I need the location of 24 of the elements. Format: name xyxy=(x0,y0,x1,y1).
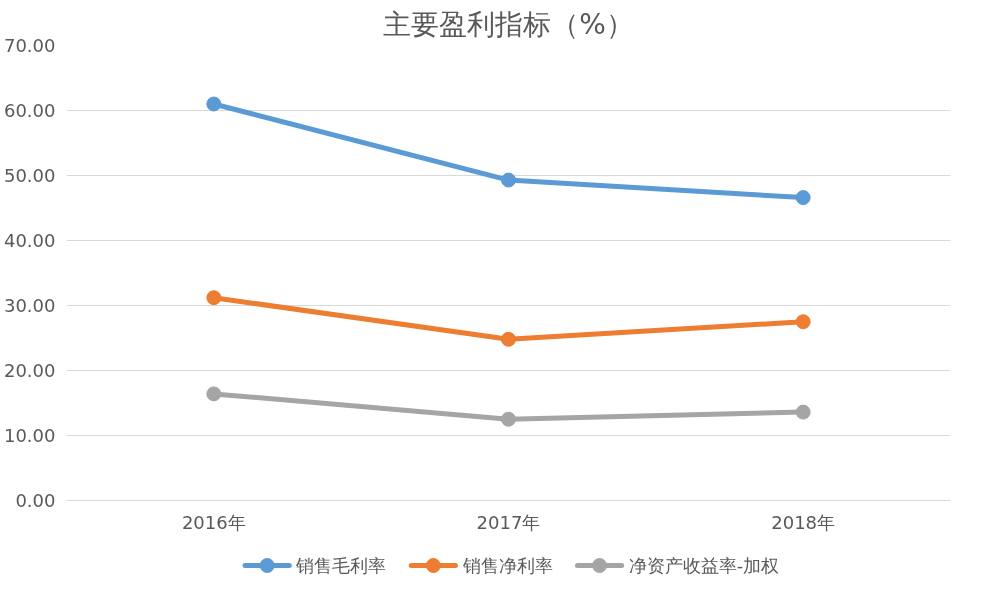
point xyxy=(206,290,222,306)
x-tick-label: 2016年 xyxy=(181,511,246,533)
legend-label: 销售毛利率 xyxy=(295,555,387,576)
point xyxy=(206,96,222,112)
point xyxy=(206,386,222,402)
y-tick-label: 0.00 xyxy=(15,490,56,511)
y-tick-label: 70.00 xyxy=(3,35,56,56)
y-tick-label: 20.00 xyxy=(3,360,56,381)
y-tick-label: 10.00 xyxy=(3,425,56,446)
legend-label: 销售净利率 xyxy=(461,555,553,576)
point xyxy=(501,172,516,188)
x-tick-label: 2018年 xyxy=(771,511,836,533)
chart-title: 主要盈利指标（%） xyxy=(383,7,634,41)
y-tick-label: 60.00 xyxy=(3,100,56,121)
point xyxy=(795,314,811,330)
y-tick-label: 40.00 xyxy=(3,230,56,251)
point xyxy=(795,404,811,420)
point xyxy=(795,190,811,206)
point xyxy=(501,411,516,427)
point xyxy=(501,331,516,347)
y-tick-label: 50.00 xyxy=(3,165,56,186)
legend-label: 净资产收益率-加权 xyxy=(628,555,780,576)
x-tick-label: 2017年 xyxy=(476,511,541,533)
y-tick-label: 30.00 xyxy=(3,295,56,316)
